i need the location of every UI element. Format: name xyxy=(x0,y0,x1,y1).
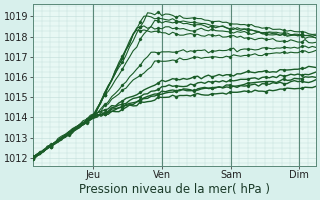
X-axis label: Pression niveau de la mer( hPa ): Pression niveau de la mer( hPa ) xyxy=(79,183,270,196)
